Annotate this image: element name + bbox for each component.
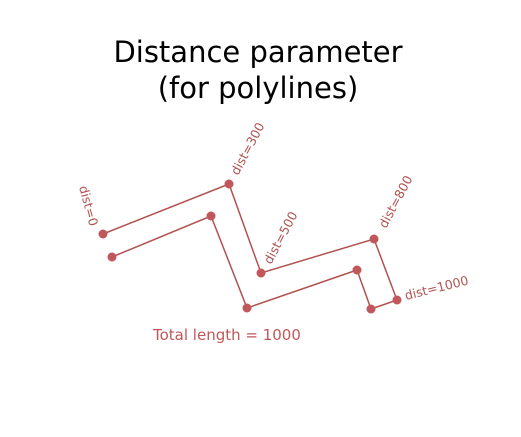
vertex-point	[98, 229, 108, 239]
dist-label-1000: dist=1000	[403, 273, 470, 303]
dist-label-0: dist=0	[76, 184, 101, 228]
vertex-point	[107, 252, 117, 262]
vertex-point	[392, 295, 402, 305]
title-line-1: Distance parameter	[113, 35, 402, 69]
vertex-point	[256, 268, 266, 278]
dist-label-800: dist=800	[375, 173, 415, 231]
vertex-point	[369, 234, 379, 244]
polyline-vertices	[98, 179, 402, 314]
vertex-point	[352, 265, 362, 275]
dist-label-500: dist=500	[260, 209, 300, 267]
vertex-point	[242, 303, 252, 313]
title-line-2: (for polylines)	[158, 71, 359, 105]
vertex-point	[366, 304, 376, 314]
polyline-path	[102, 183, 398, 310]
vertex-point	[206, 211, 216, 221]
vertex-point	[224, 179, 234, 189]
dist-label-300: dist=300	[227, 120, 267, 178]
total-length-label: Total length = 1000	[152, 326, 301, 344]
